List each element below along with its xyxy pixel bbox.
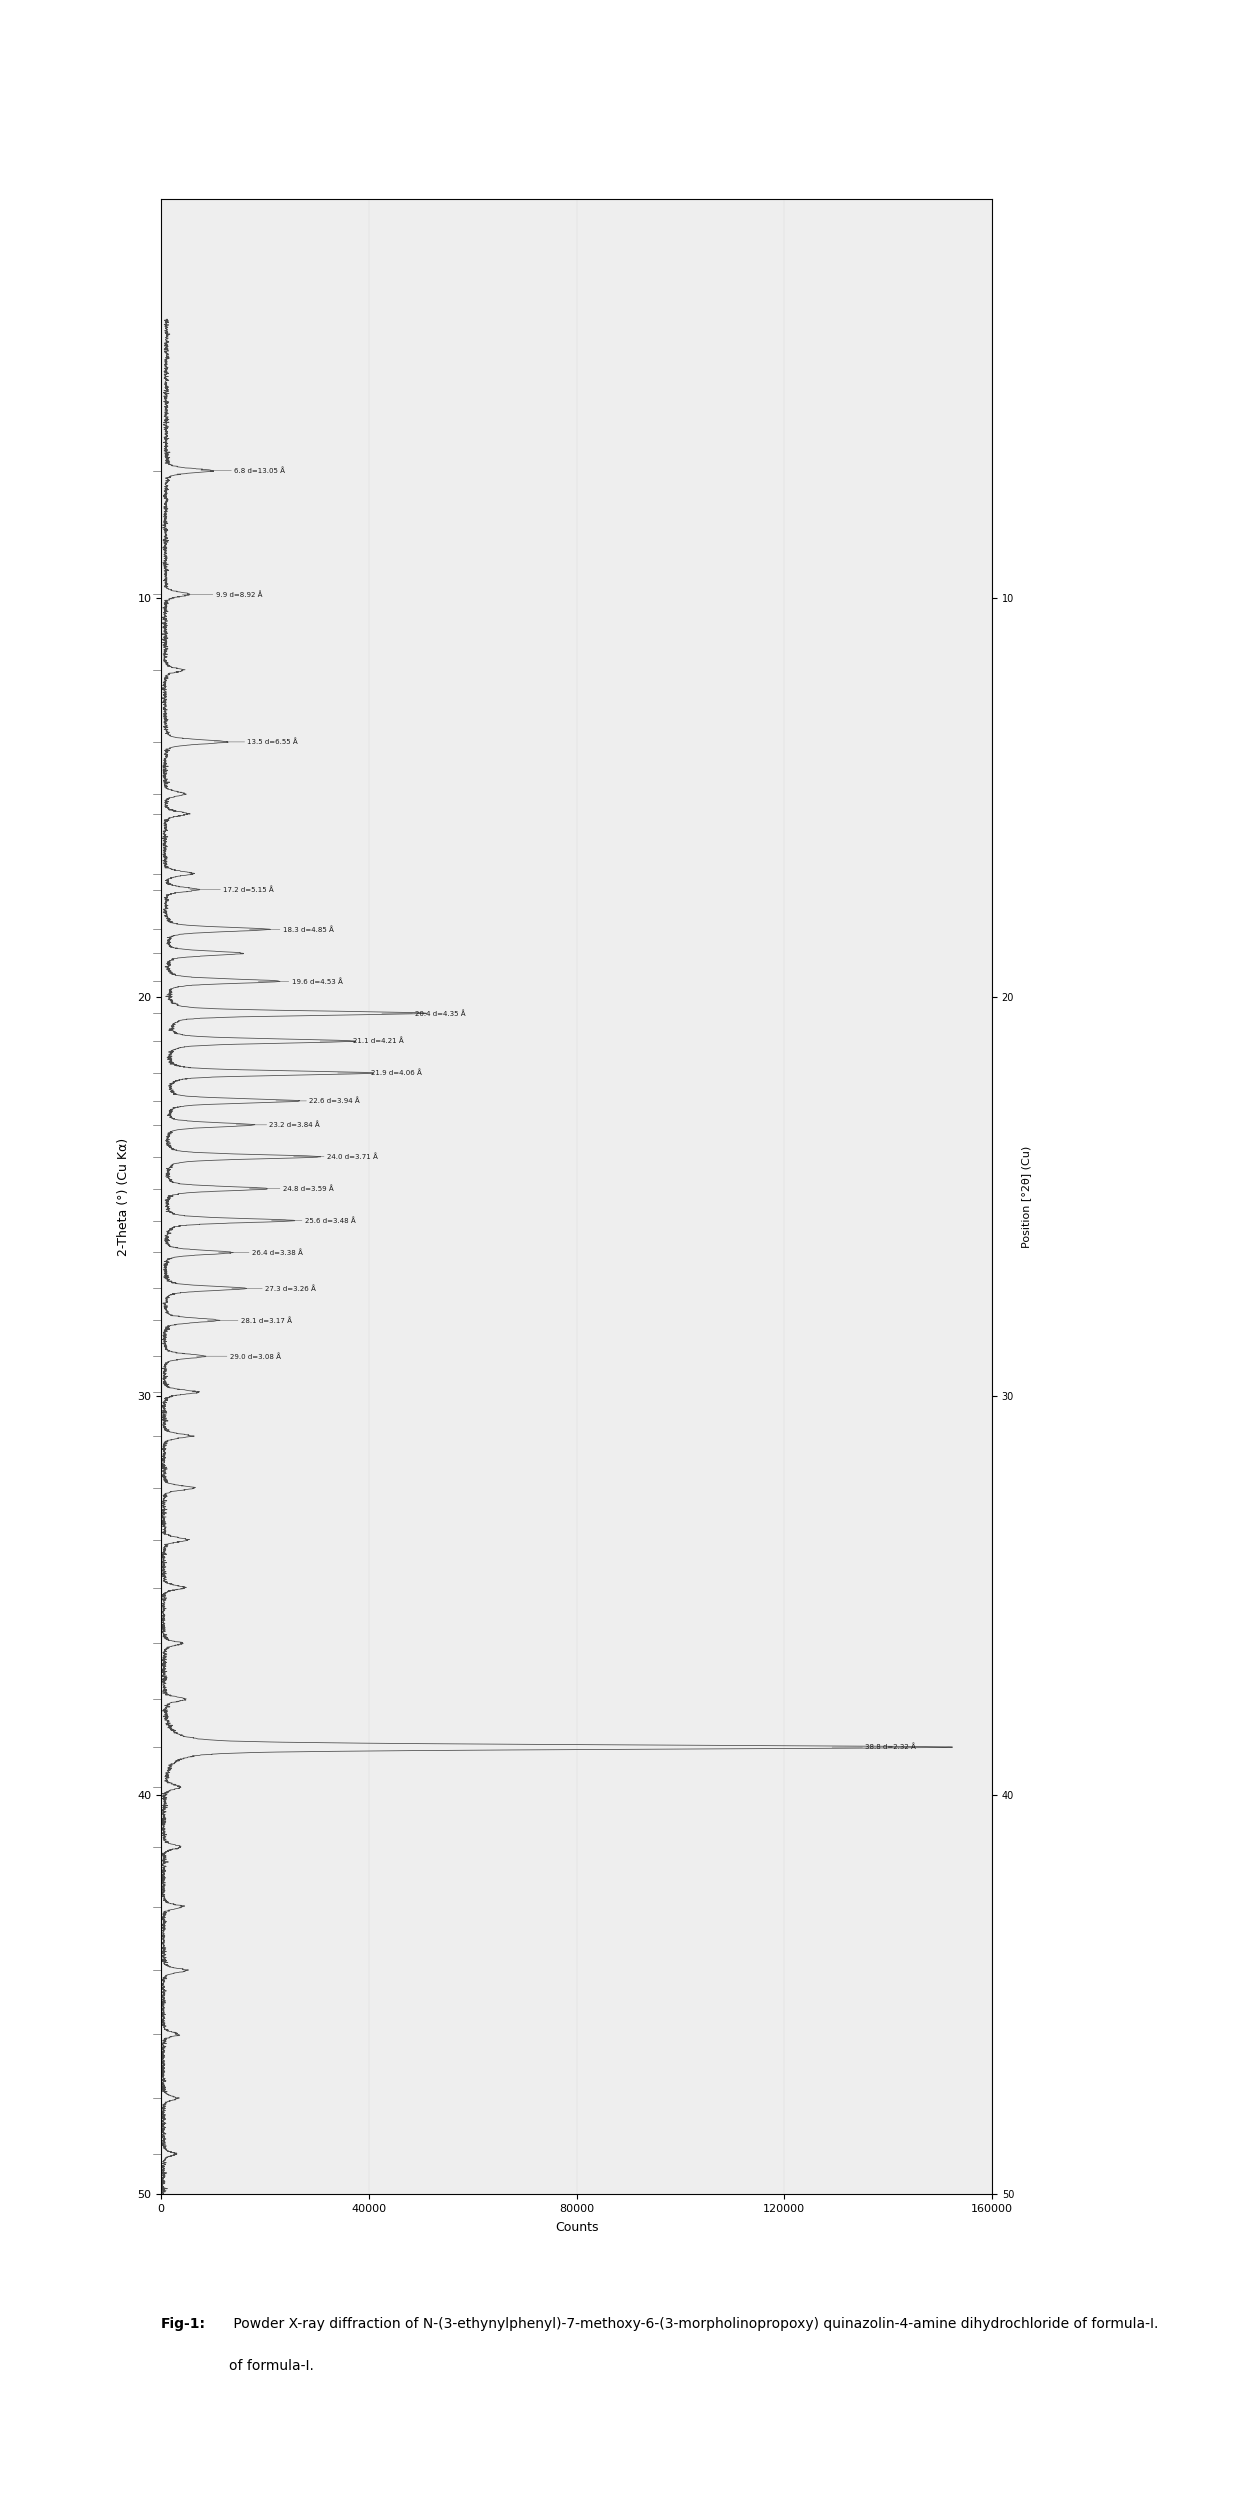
Text: 25.6 d=3.48 Å: 25.6 d=3.48 Å [272, 1217, 356, 1224]
Text: 24.8 d=3.59 Å: 24.8 d=3.59 Å [249, 1184, 334, 1192]
Text: 6.8 d=13.05 Å: 6.8 d=13.05 Å [201, 466, 285, 474]
Text: 20.4 d=4.35 Å: 20.4 d=4.35 Å [382, 1010, 466, 1017]
Text: 24.0 d=3.71 Å: 24.0 d=3.71 Å [294, 1154, 378, 1159]
Text: 26.4 d=3.38 Å: 26.4 d=3.38 Å [218, 1249, 303, 1256]
Text: 21.9 d=4.06 Å: 21.9 d=4.06 Å [337, 1069, 422, 1077]
Text: 21.1 d=4.21 Å: 21.1 d=4.21 Å [320, 1037, 404, 1045]
Text: 13.5 d=6.55 Å: 13.5 d=6.55 Å [215, 738, 298, 745]
Text: 17.2 d=5.15 Å: 17.2 d=5.15 Å [190, 885, 274, 892]
Text: 23.2 d=3.84 Å: 23.2 d=3.84 Å [237, 1122, 320, 1129]
Text: 9.9 d=8.92 Å: 9.9 d=8.92 Å [182, 591, 262, 598]
Y-axis label: 2-Theta (°) (Cu Kα): 2-Theta (°) (Cu Kα) [118, 1137, 130, 1256]
Text: 19.6 d=4.53 Å: 19.6 d=4.53 Å [258, 977, 342, 985]
Text: 29.0 d=3.08 Å: 29.0 d=3.08 Å [196, 1354, 280, 1359]
Text: 18.3 d=4.85 Å: 18.3 d=4.85 Å [249, 925, 334, 932]
Text: 28.1 d=3.17 Å: 28.1 d=3.17 Å [207, 1316, 291, 1324]
Text: 38.8 d=2.32 Å: 38.8 d=2.32 Å [832, 1743, 916, 1750]
Text: Fig-1:: Fig-1: [161, 2316, 206, 2331]
Text: 22.6 d=3.94 Å: 22.6 d=3.94 Å [277, 1097, 360, 1104]
Y-axis label: Position [°2θ] (Cu): Position [°2θ] (Cu) [1021, 1144, 1030, 1249]
Text: Powder X-ray diffraction of N-(3-ethynylphenyl)-7-methoxy-6-(3-morpholinopropoxy: Powder X-ray diffraction of N-(3-ethynyl… [229, 2316, 1158, 2331]
Text: 27.3 d=3.26 Å: 27.3 d=3.26 Å [232, 1284, 316, 1291]
X-axis label: Counts: Counts [554, 2221, 599, 2234]
Text: of formula-I.: of formula-I. [229, 2358, 314, 2373]
